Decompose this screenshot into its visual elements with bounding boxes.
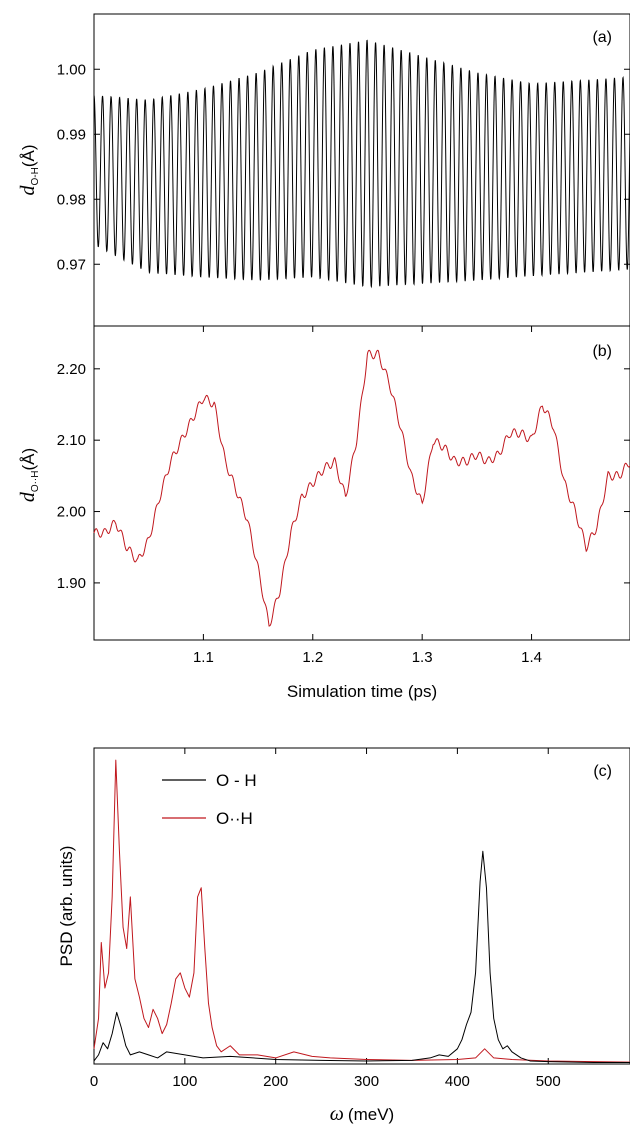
panel-b-xtick-label: 1.3: [412, 649, 433, 666]
panel-b-xticks: 1.1 1.2 1.3 1.4: [193, 326, 542, 666]
panel-c-label: (c): [593, 763, 612, 780]
panel-a-ytick-label: 0.99: [57, 126, 86, 143]
series-line-psd-o-h-bond: [93, 759, 630, 1063]
panel-c-xtick-label: 0: [90, 1073, 98, 1090]
panel-a-ytick-label: 1.00: [57, 61, 86, 78]
panel-b-ytick-label: 2.00: [57, 504, 86, 521]
panel-a: 0.97 0.98 0.99 1.00 (a) dO-H(Å): [17, 13, 630, 327]
series-line-o-h-bond-distance: [93, 349, 630, 627]
series-line-o-h-distance: [93, 39, 630, 289]
panel-c: 0 100 200 300 400 500 (c) PSD (arb. units) ω(…: [57, 747, 630, 1125]
series-line-psd-o-h: [93, 850, 630, 1063]
panel-b-xtick-label: 1.4: [521, 649, 542, 666]
legend-label-o-h: O - H: [216, 771, 257, 790]
panel-c-xtick-label: 300: [354, 1073, 379, 1090]
legend-label-o-h-bond: O··H: [216, 809, 253, 828]
panel-b-ytick-label: 2.20: [57, 361, 86, 378]
panel-b-label: (b): [592, 343, 612, 360]
panel-c-xtick-label: 200: [263, 1073, 288, 1090]
panel-a-ytick-label: 0.97: [57, 256, 86, 273]
panel-c-xlabel: ω (meV): [330, 1103, 394, 1125]
panel-b-ytick-label: 1.90: [57, 575, 86, 592]
panel-b-yticks: 1.90 2.00 2.10 2.20: [57, 361, 630, 592]
panel-a-trace: [93, 39, 630, 289]
panel-c-xticks: 0 100 200 300 400 500: [90, 748, 561, 1090]
panel-a-label: (a): [592, 29, 612, 46]
panel-c-traces: [93, 759, 630, 1063]
panel-c-xtick-label: 100: [172, 1073, 197, 1090]
panel-b-xtick-label: 1.2: [302, 649, 323, 666]
panel-c-ylabel: PSD (arb. units): [57, 846, 76, 967]
panel-c-xtick-label: 400: [445, 1073, 470, 1090]
panel-b-frame: [93, 325, 630, 641]
panel-b-xtick-label: 1.1: [193, 649, 214, 666]
panel-b-ylabel: dO··H(Å): [17, 448, 41, 502]
legend: O - H O··H: [162, 771, 257, 828]
panel-c-xtick-label: 500: [536, 1073, 561, 1090]
panel-a-ytick-label: 0.98: [57, 191, 86, 208]
panel-b: 1.90 2.00 2.10 2.20 1.1 1.2 1.3 1.4 (b) dO··H(…: [17, 325, 630, 701]
panel-b-trace: [93, 349, 630, 627]
panel-a-ylabel: dO-H(Å): [17, 144, 41, 195]
panel-c-frame: [93, 747, 630, 1065]
panel-b-ytick-label: 2.10: [57, 432, 86, 449]
panel-b-xlabel: Simulation time (ps): [287, 682, 437, 701]
